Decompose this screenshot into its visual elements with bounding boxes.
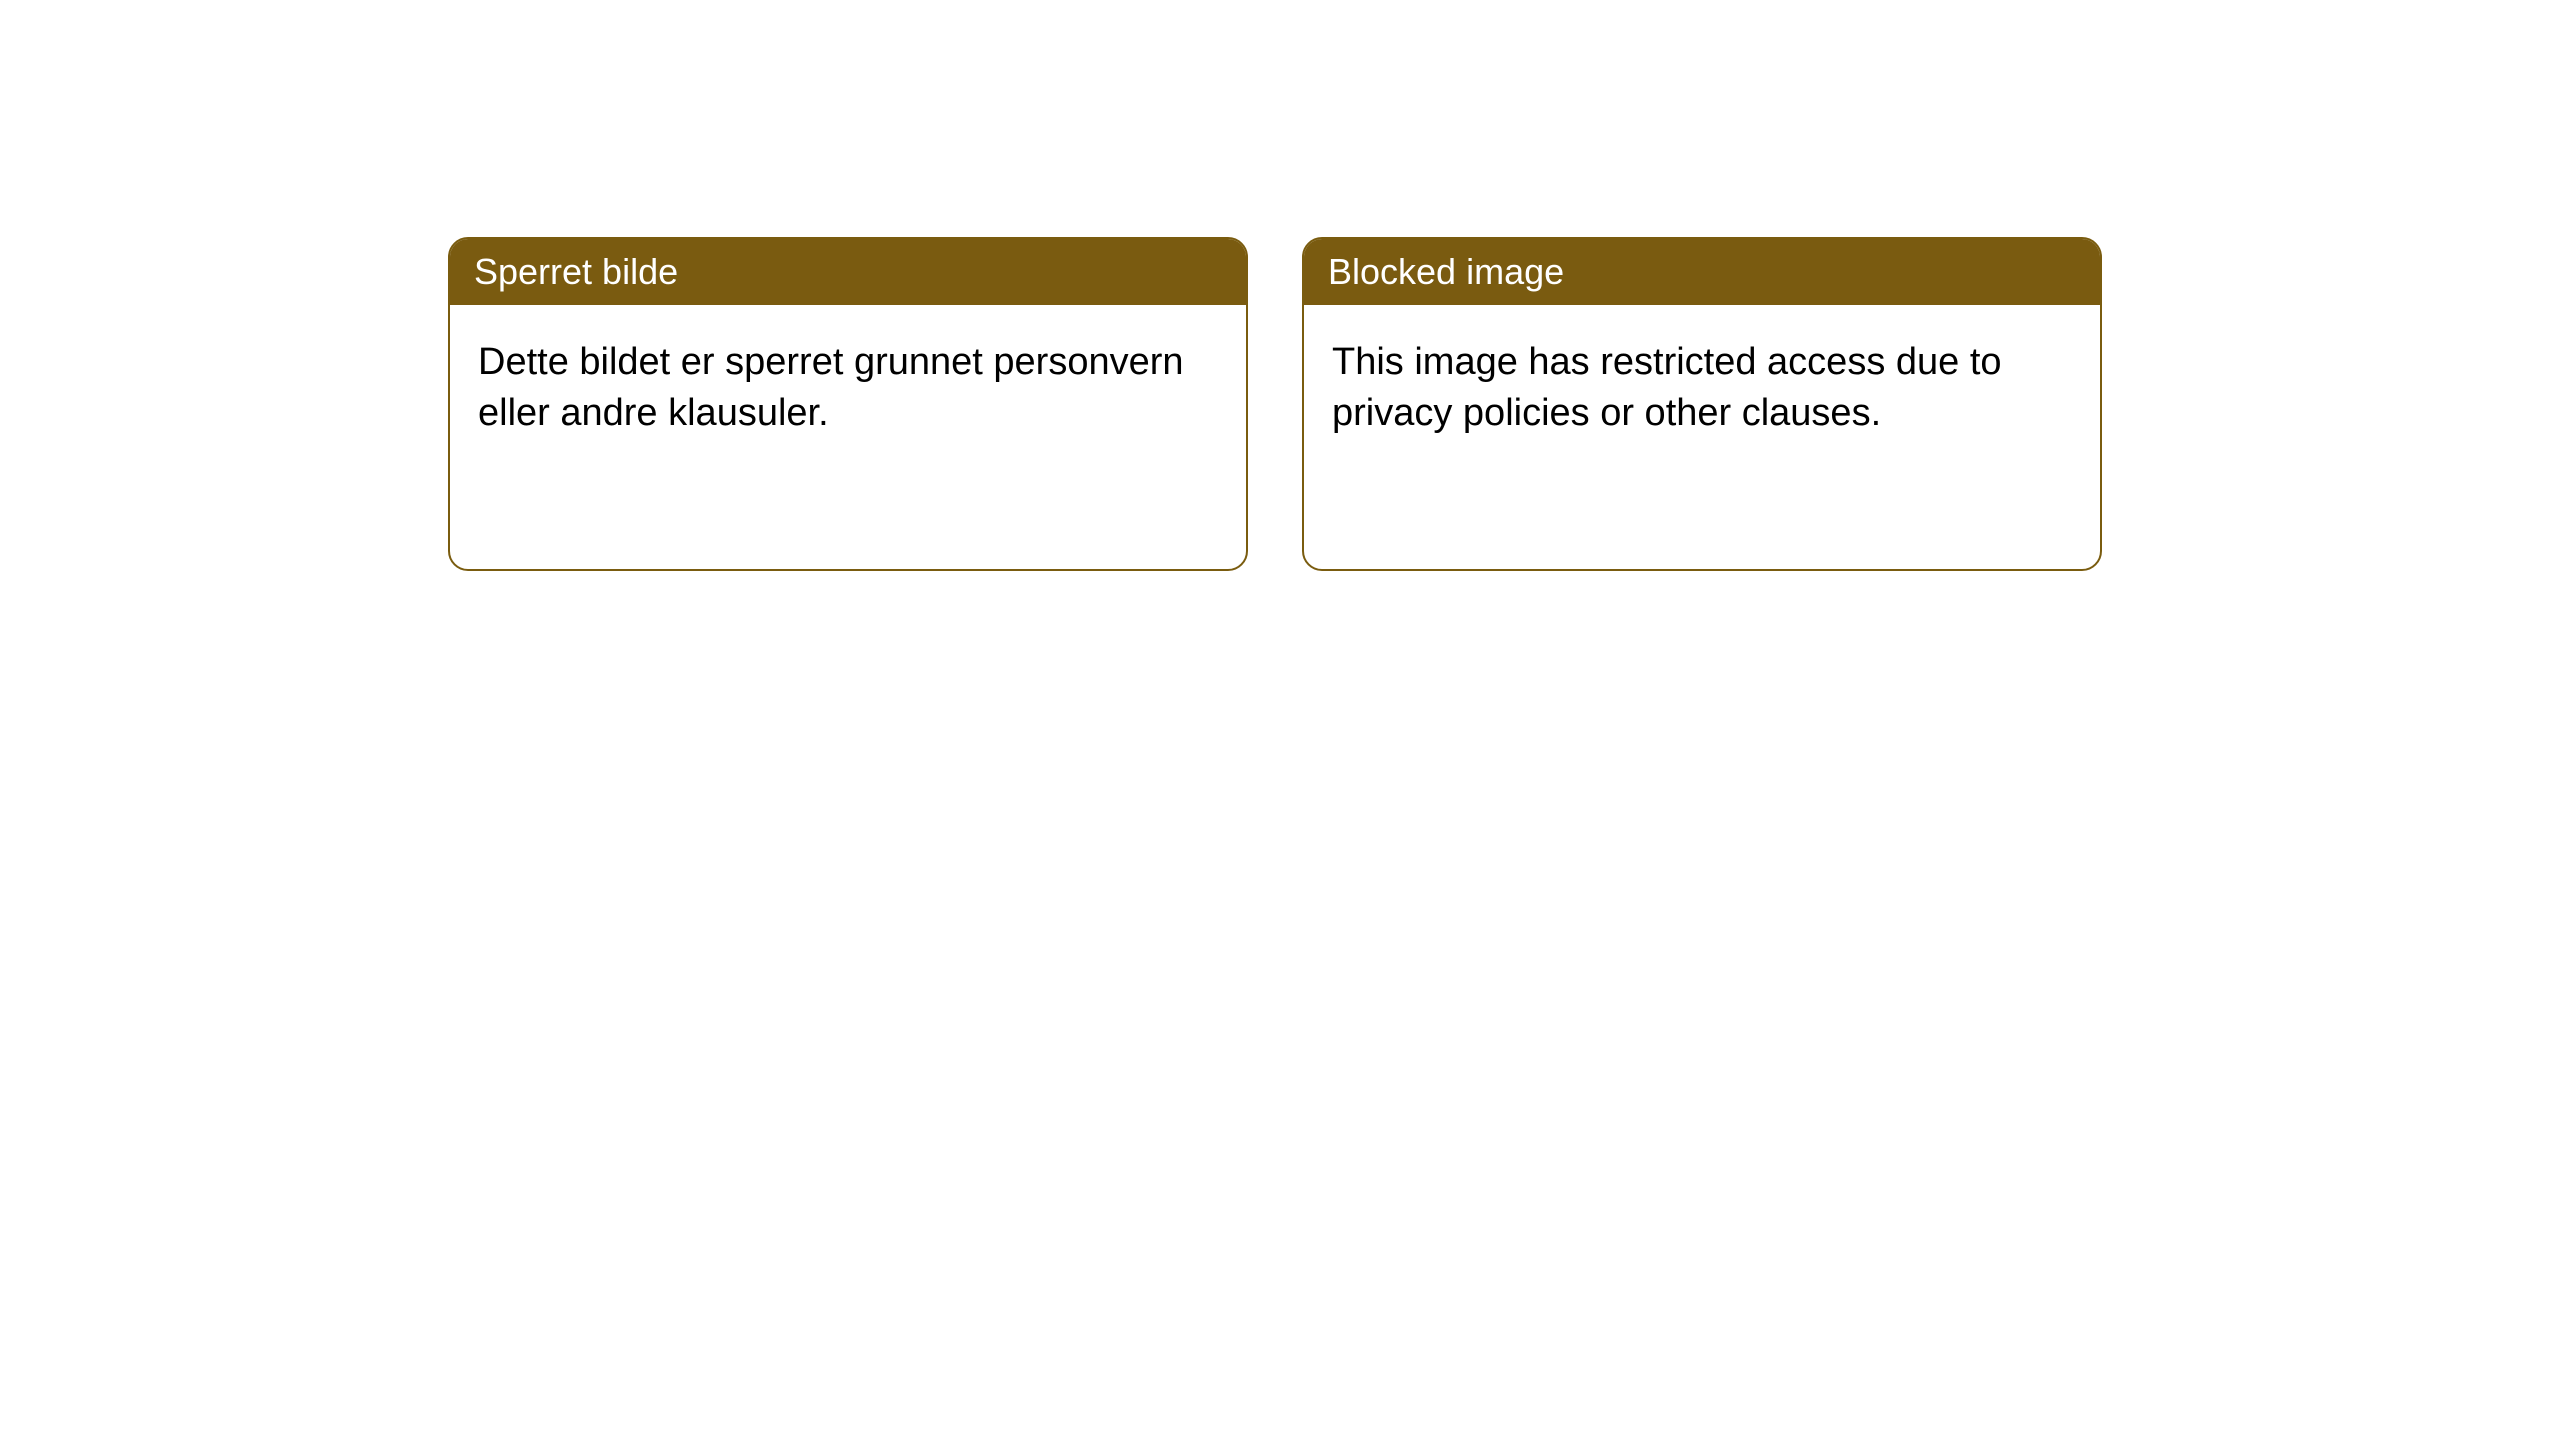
card-body: This image has restricted access due to … bbox=[1304, 305, 2100, 472]
card-body: Dette bildet er sperret grunnet personve… bbox=[450, 305, 1246, 472]
card-body-text: This image has restricted access due to … bbox=[1332, 341, 2002, 434]
card-title: Sperret bilde bbox=[474, 251, 678, 292]
blocked-image-card-english: Blocked image This image has restricted … bbox=[1302, 237, 2102, 571]
card-body-text: Dette bildet er sperret grunnet personve… bbox=[478, 341, 1184, 434]
card-header: Sperret bilde bbox=[450, 239, 1246, 305]
card-header: Blocked image bbox=[1304, 239, 2100, 305]
card-title: Blocked image bbox=[1328, 251, 1564, 292]
blocked-image-card-norwegian: Sperret bilde Dette bildet er sperret gr… bbox=[448, 237, 1248, 571]
cards-container: Sperret bilde Dette bildet er sperret gr… bbox=[0, 0, 2560, 571]
